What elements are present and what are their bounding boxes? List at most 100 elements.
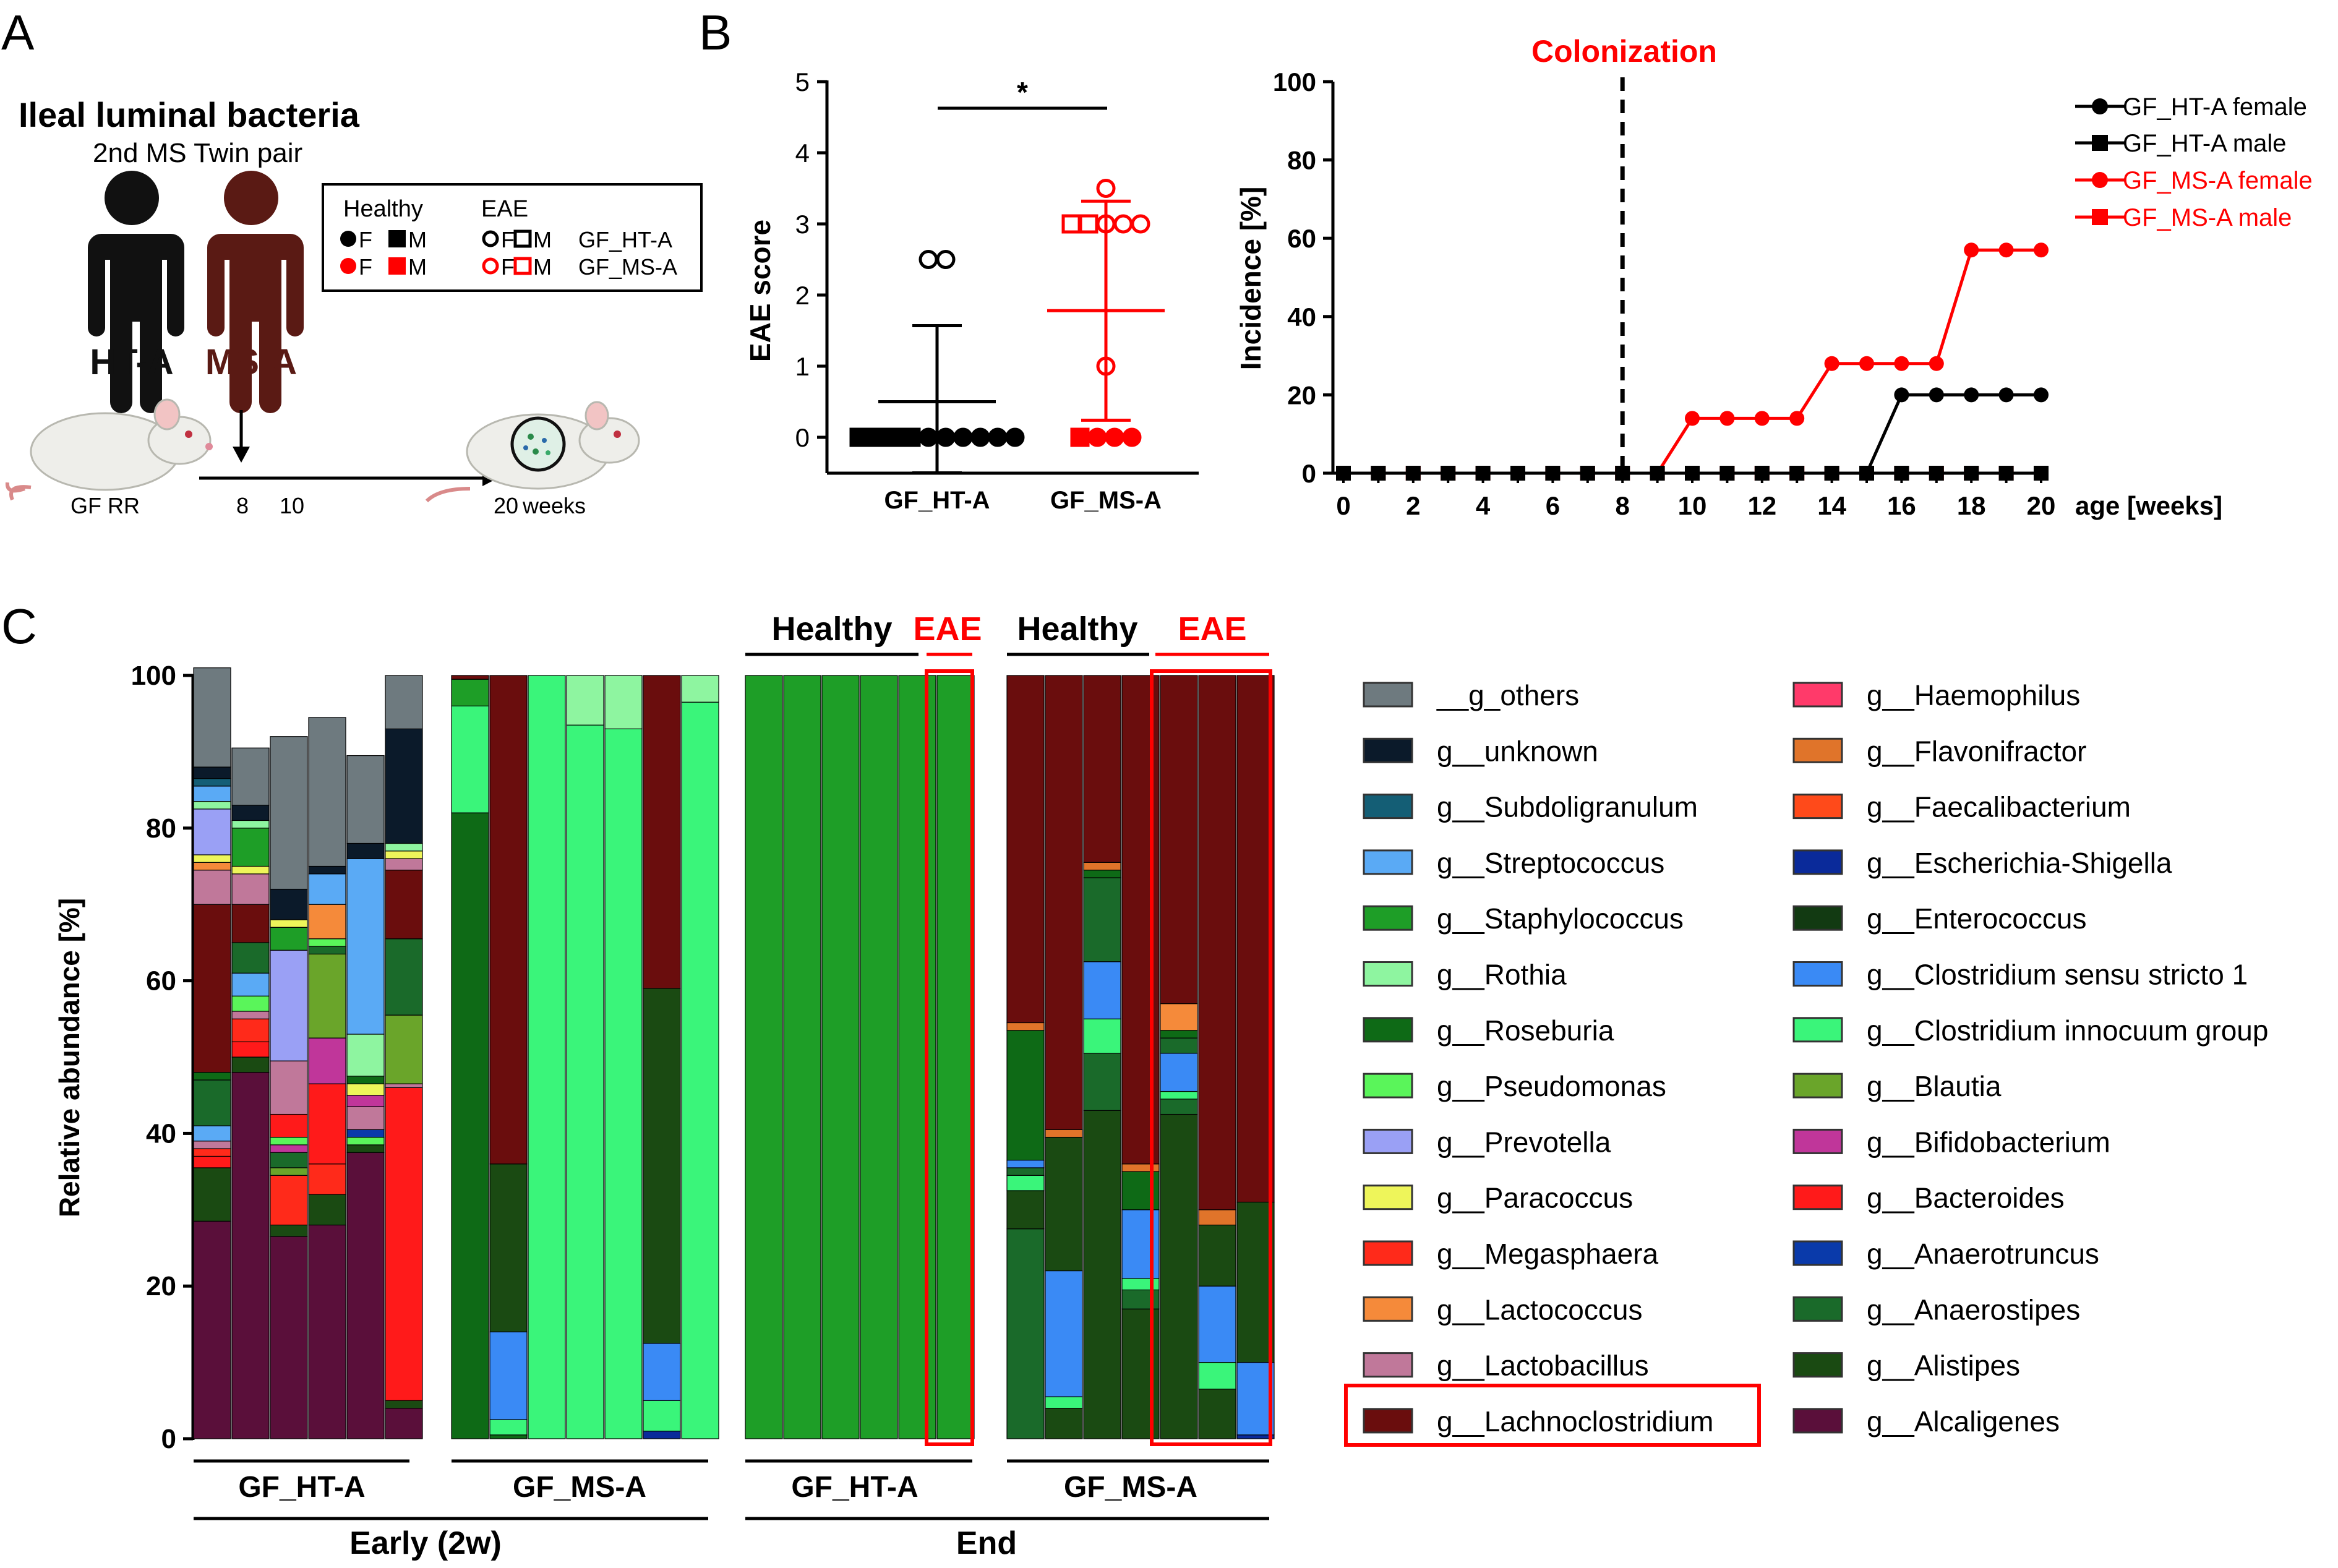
legend-swatch [1792, 682, 1843, 708]
abundance-segment [270, 1175, 308, 1226]
abundance-segment [193, 1148, 231, 1157]
eae-point [936, 250, 956, 269]
legend-eae-header: EAE [481, 196, 528, 222]
abundance-segment [1045, 1270, 1083, 1397]
incidence-point [1998, 387, 2014, 403]
abundance-segment [451, 679, 489, 706]
incidence-xlabel: age [weeks] [2075, 491, 2222, 520]
abundance-y-tick-label: 0 [161, 1424, 176, 1454]
abundance-segment [936, 675, 975, 1439]
abundance-segment [1045, 1408, 1083, 1439]
abundance-y-tick-label: 100 [131, 661, 176, 691]
legend-ms-m-open-icon [513, 257, 532, 275]
incidence-point [1789, 466, 1805, 481]
abundance-segment [193, 801, 231, 810]
abundance-segment [1006, 1022, 1045, 1031]
legend-f-label: F [359, 254, 372, 280]
abundance-segment [231, 1072, 270, 1439]
abundance-segment [1198, 1224, 1236, 1287]
incidence-series-line [1343, 393, 2041, 475]
eae-y-tick-label: 5 [795, 67, 810, 96]
legend-taxon-label: g__Alistipes [1867, 1350, 2020, 1382]
abundance-segment [270, 927, 308, 951]
eae-score-chart: EAE score GF_HT-A GF_MS-A * 0 1 2 3 4 5 [744, 67, 1199, 514]
abundance-segment [346, 1083, 385, 1096]
abundance-segment [1083, 870, 1121, 878]
abundance-segment [270, 1236, 308, 1439]
abundance-segment [566, 675, 604, 726]
abundance-segment [643, 988, 681, 1344]
eae-point [1061, 214, 1081, 234]
legend-taxon-label: g__Escherichia-Shigella [1867, 847, 2172, 879]
eae-y-tick-label: 2 [795, 281, 810, 310]
abundance-segment [1236, 1201, 1275, 1363]
eae-point [918, 427, 938, 447]
abundance-segment [270, 736, 308, 890]
abundance-segment [1160, 1113, 1198, 1439]
incidence-y-tick-label: 40 [1287, 302, 1316, 332]
abundance-segment [1160, 1099, 1198, 1115]
legend-taxon-label: g__Bifidobacterium [1867, 1126, 2110, 1158]
abundance-segment [193, 808, 231, 855]
abundance-segment [308, 865, 346, 875]
abundance-segment [231, 942, 270, 974]
incidence-point [1929, 466, 1944, 481]
legend-swatch [1363, 1185, 1413, 1210]
abundance-segment [1006, 675, 1045, 1024]
abundance-segment [643, 1343, 681, 1401]
abundance-segment [231, 828, 270, 867]
abundance-segment [270, 919, 308, 928]
incidence-x-tick-label: 14 [1817, 491, 1846, 520]
abundance-segment [681, 675, 719, 703]
abundance-segment [1160, 1037, 1198, 1054]
abundance-segment [821, 675, 860, 1439]
eae-point [901, 427, 921, 447]
abundance-segment [604, 675, 643, 729]
legend-ms-female-marker-icon [2092, 172, 2108, 188]
legend-taxon-label: g__Rothia [1437, 959, 1567, 991]
incidence-point [1824, 466, 1839, 481]
panel-label-b: B [699, 5, 732, 60]
group-label: GF_HT-A [791, 1471, 918, 1504]
legend-taxon-label: g__Megasphaera [1437, 1238, 1658, 1270]
legend-ht-m-open-icon [513, 229, 532, 248]
legend-row2-label: GF_MS-A [578, 254, 677, 280]
abundance-bars [193, 667, 1275, 1439]
group-label: GF_MS-A [1064, 1471, 1197, 1504]
abundance-segment [385, 938, 423, 1016]
abundance-segment [489, 1434, 528, 1439]
abundance-segment [308, 946, 346, 955]
abundance-segment [231, 1041, 270, 1058]
abundance-legend: __g_others g__unknown g__Subdoligranulum g_… [1363, 679, 2268, 1437]
abundance-segment [308, 1163, 346, 1195]
abundance-segment [385, 850, 423, 859]
abundance-y-tick-label: 80 [146, 813, 176, 844]
incidence-point [1998, 242, 2014, 258]
abundance-segment [346, 1136, 385, 1146]
abundance-segment [489, 1163, 528, 1332]
abundance-segment [898, 675, 936, 1439]
eae-x-tick-label: GF_HT-A [884, 487, 990, 514]
abundance-segment [193, 1155, 231, 1168]
incidence-x-tick-label: 2 [1406, 491, 1420, 520]
abundance-segment [1083, 1053, 1121, 1111]
abundance-segment [193, 854, 231, 863]
abundance-segment [1236, 675, 1275, 1203]
abundance-segment [193, 1167, 231, 1222]
eae-highlight-box [925, 669, 974, 1446]
abundance-segment [193, 862, 231, 871]
abundance-segment [270, 888, 308, 920]
abundance-segment [385, 870, 423, 940]
legend-ms-f-open-icon [482, 257, 499, 275]
legend-swatch [1363, 1352, 1413, 1378]
abundance-segment [270, 949, 308, 1061]
legend-swatch [1363, 794, 1413, 820]
incidence-point [1964, 242, 1979, 258]
incidence-x-tick-label: 6 [1546, 491, 1560, 520]
legend-taxon-label: g__Paracoccus [1437, 1182, 1633, 1214]
legend-ht-f-open-icon [482, 230, 499, 247]
incidence-point [1441, 466, 1456, 481]
legend-taxon-label: g__Flavonifractor [1867, 735, 2086, 767]
panel-label-c: C [1, 599, 37, 654]
incidence-y-tick-label: 80 [1287, 146, 1316, 175]
